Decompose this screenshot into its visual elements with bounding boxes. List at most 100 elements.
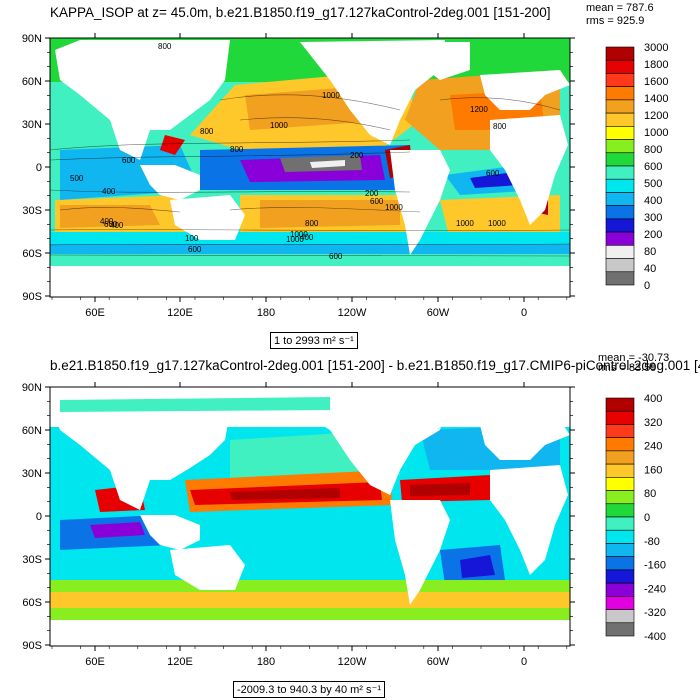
- top-contour-label-16: 200: [365, 189, 379, 198]
- top-y-tick-label-1: 60N: [22, 76, 42, 88]
- top-contour-label-5: 600: [370, 197, 384, 206]
- top-contour-label-25: 400: [300, 233, 314, 242]
- bottom-y-tick-label-3: 0: [36, 511, 42, 523]
- top-range-label: 1 to 2993 m² s⁻¹: [270, 332, 358, 349]
- top-colorbar-label-6: 800: [644, 144, 662, 156]
- bottom-colorbar-swatch-12: [605, 556, 635, 571]
- bottom-colorbar-label-1: 320: [644, 417, 662, 429]
- top-x-tick-label-0: 60E: [85, 307, 105, 319]
- top-colorbar-swatch-11: [605, 192, 635, 206]
- bottom-y-tick-label-1: 60N: [22, 425, 42, 437]
- top-x-tick-label-5: 0: [521, 307, 527, 319]
- bottom-colorbar-swatch-9: [605, 516, 635, 531]
- bottom-colorbar-label-2: 240: [644, 441, 662, 453]
- top-colorbar-swatch-3: [605, 86, 635, 101]
- top-colorbar-label-7: 600: [644, 161, 662, 173]
- bottom-colorbar-swatch-14: [605, 582, 635, 597]
- top-colorbar-swatch-12: [605, 205, 635, 220]
- top-y-tick-label-6: 90S: [22, 291, 42, 303]
- top-rms-label: rms = 925.9: [586, 15, 645, 27]
- top-colorbar-label-9: 400: [644, 195, 662, 207]
- bottom-y-tick-label-4: 30S: [22, 554, 42, 566]
- bottom-x-tick-label-2: 180: [257, 656, 275, 668]
- top-contour-label-11: 100: [185, 234, 199, 243]
- top-colorbar-label-5: 1000: [644, 127, 668, 139]
- top-colorbar-swatch-9: [605, 165, 635, 180]
- top-contour-label-14: 1000: [488, 219, 506, 228]
- top-contour-label-17: 600: [486, 169, 500, 178]
- top-colorbar-label-13: 40: [644, 263, 656, 275]
- top-colorbar-swatch-14: [605, 231, 635, 246]
- top-map-axes: 90N 60N 30N 0 30S 60S 90S 60E 120E 180 120W 60W 0: [22, 33, 575, 319]
- bottom-colorbar-swatch-6: [605, 477, 635, 491]
- bottom-rms-label: rms = 83.59: [598, 362, 657, 374]
- top-colorbar-label-12: 80: [644, 246, 656, 258]
- top-colorbar-label-14: 0: [644, 280, 650, 292]
- bottom-colorbar-swatch-4: [605, 450, 635, 465]
- top-colorbar-swatch-13: [605, 218, 635, 233]
- top-colorbar-swatch-2: [605, 73, 635, 87]
- top-contour-label-15: 200: [350, 151, 364, 160]
- bottom-colorbar-swatch-16: [605, 609, 635, 624]
- bottom-y-tick-label-5: 60S: [22, 597, 42, 609]
- top-contour-label-22: 1200: [470, 105, 488, 114]
- top-contour-label-7: 1000: [290, 230, 308, 239]
- bottom-colorbar-swatch-15: [605, 596, 635, 610]
- top-y-tick-label-2: 30N: [22, 119, 42, 131]
- africa-landmass: [490, 115, 568, 225]
- bottom-x-tick-label-5: 0: [521, 656, 527, 668]
- top-map-plot: [50, 38, 570, 297]
- top-contour-label-4: 800: [230, 145, 244, 154]
- bottom-map-plot: [50, 387, 570, 646]
- bottom-colorbar-swatch-17: [605, 622, 635, 637]
- top-contour-label-3: 800: [200, 127, 214, 136]
- bottom-colorbar-swatch-7: [605, 490, 635, 505]
- bottom-x-tick-label-0: 60E: [85, 656, 105, 668]
- bottom-x-tick-label-4: 60W: [427, 656, 450, 668]
- top-contour-label-1: 1000: [322, 91, 340, 100]
- top-contour-label-12: 600: [188, 245, 202, 254]
- bottom-colorbar-swatch-10: [605, 529, 635, 544]
- top-colorbar-swatch-1: [605, 59, 635, 74]
- top-colorbar-label-11: 200: [644, 229, 662, 241]
- bottom-colorbar-swatch-0: [605, 397, 635, 412]
- bottom-colorbar-label-0: 400: [644, 393, 662, 405]
- top-panel-title: KAPPA_ISOP at z= 45.0m, b.e21.B1850.f19_…: [50, 5, 551, 20]
- top-contour-label-9: 600: [104, 220, 118, 229]
- top-colorbar-swatch-10: [605, 178, 635, 193]
- top-y-tick-label-5: 60S: [22, 248, 42, 260]
- south-america-landmass: [390, 150, 450, 255]
- top-colorbar-label-1: 1800: [644, 59, 668, 71]
- bottom-mean-label: mean = -30.73: [598, 352, 670, 364]
- bottom-colorbar-swatch-13: [605, 569, 635, 584]
- top-colorbar-swatch-5: [605, 112, 635, 127]
- top-colorbar-swatch-8: [605, 152, 635, 167]
- top-contour-label-10: 400: [102, 187, 116, 196]
- top-contour-label-8: 1000: [286, 235, 304, 244]
- top-colorbar-label-4: 1200: [644, 110, 668, 122]
- top-contour-label-21: 1000: [456, 219, 474, 228]
- top-colorbar-label-3: 1400: [644, 93, 668, 105]
- top-contour-labels: 8001000100080080060080010001000600400100…: [70, 42, 507, 261]
- bottom-range-label: -2009.3 to 940.3 by 40 m² s⁻¹: [233, 681, 385, 698]
- bottom-colorbar-label-8: -240: [644, 583, 666, 595]
- top-colorbar-label-8: 500: [644, 178, 662, 190]
- bottom-x-tick-label-1: 120E: [167, 656, 193, 668]
- bottom-colorbar-swatch-2: [605, 424, 635, 438]
- top-colorbar: 3000180016001400120010008006005004003002…: [605, 42, 668, 292]
- top-colorbar-swatch-4: [605, 99, 635, 114]
- bottom-colorbar-label-3: 160: [644, 464, 662, 476]
- greenland-landmass: [410, 42, 470, 80]
- bottom-map-axes: 90N 60N 30N 0 30S 60S 90S 60E 120E 180 120W 60W 0: [22, 382, 575, 668]
- bottom-y-tick-label-2: 30N: [22, 468, 42, 480]
- bottom-colorbar-swatch-8: [605, 503, 635, 518]
- bottom-colorbar-label-7: -160: [644, 560, 666, 572]
- top-colorbar-swatch-7: [605, 139, 635, 154]
- north-america-landmass: [300, 40, 445, 145]
- top-contour-label-20: 400: [110, 221, 124, 230]
- top-contour-label-19: 400: [100, 217, 114, 226]
- top-x-tick-label-1: 120E: [167, 307, 193, 319]
- bottom-colorbar-label-9: -320: [644, 607, 666, 619]
- bottom-colorbar: 400 320 240 160 80 0 -80 -160 -240 -320 -400: [605, 393, 666, 643]
